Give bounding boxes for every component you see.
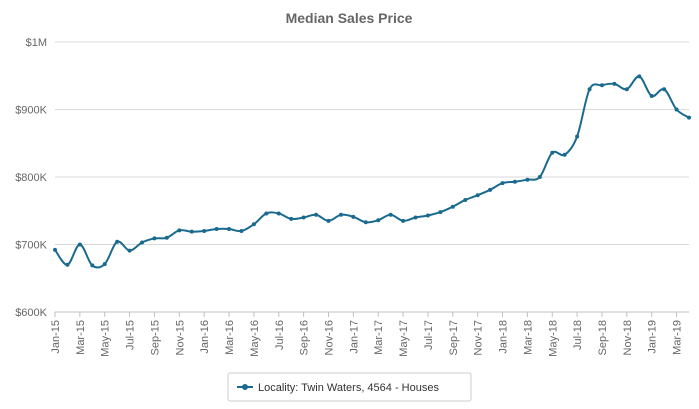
x-tick-label: Jan-17 [348,320,360,354]
data-point[interactable] [239,229,244,233]
data-point[interactable] [450,204,455,209]
data-point[interactable] [214,226,219,231]
y-tick-label: $700K [15,240,47,252]
legend-series-marker-icon [242,384,248,390]
y-axis-tick-labels: $600K $700K $800K $900K $1M [15,37,47,319]
data-point[interactable] [388,212,393,217]
data-point[interactable] [189,229,194,234]
x-tick-label: Jul-18 [572,320,584,350]
x-tick-label: Nov-18 [622,320,634,355]
data-point[interactable] [438,210,443,215]
data-point[interactable] [53,247,57,252]
x-tick-label: Jan-19 [647,320,659,354]
data-point[interactable] [90,263,95,268]
data-point[interactable] [140,240,145,245]
data-point[interactable] [575,134,580,139]
data-point[interactable] [537,175,542,179]
x-tick-label: Mar-18 [522,320,534,355]
x-tick-label: Jul-16 [274,320,286,350]
data-point[interactable] [475,193,480,198]
data-point[interactable] [425,213,430,218]
x-axis-tick-labels: Jan-15 Mar-15 May-15 Jul-15 Sep-15 Nov-15 Jan-… [50,320,684,357]
x-tick-label: Jul-17 [423,320,435,350]
data-point[interactable] [251,222,256,227]
legend-box [227,372,472,402]
x-tick-label: Nov-15 [174,320,186,355]
data-point[interactable] [326,218,331,223]
data-point[interactable] [512,179,517,184]
data-point[interactable] [351,214,356,219]
data-point[interactable] [264,211,269,216]
x-tick-label: May-16 [249,320,261,357]
data-point[interactable] [227,226,232,231]
data-point[interactable] [314,212,319,217]
data-point[interactable] [413,215,418,220]
data-point[interactable] [202,229,207,233]
data-point[interactable] [376,218,381,223]
data-point[interactable] [562,152,567,157]
y-tick-label: $800K [15,172,47,184]
data-point[interactable] [687,115,691,120]
x-tick-label: Mar-15 [75,320,87,355]
series-line [54,75,690,269]
data-point[interactable] [587,87,592,92]
data-point[interactable] [612,81,617,86]
x-tick-label: Nov-17 [473,320,485,355]
x-tick-label: Sep-15 [149,320,161,355]
x-tick-label: Jan-16 [199,320,211,354]
data-point[interactable] [488,187,493,192]
data-point[interactable] [338,212,343,217]
data-point[interactable] [65,262,70,267]
x-tick-label: Sep-18 [597,320,609,355]
legend[interactable]: Locality: Twin Waters, 4564 - Houses [227,372,472,402]
data-point[interactable] [363,220,368,225]
data-point[interactable] [637,74,642,79]
x-tick-label: Nov-16 [323,320,335,355]
x-tick-label: May-18 [547,320,559,357]
data-point[interactable] [164,235,169,240]
data-point[interactable] [463,197,468,202]
data-point[interactable] [674,107,679,112]
x-tick-label: Jan-18 [498,320,510,354]
chart-title: Median Sales Price [286,10,413,26]
data-point[interactable] [102,262,107,267]
data-point[interactable] [500,181,505,186]
data-point[interactable] [599,83,604,88]
x-tick-label: Jan-15 [50,320,62,354]
y-tick-label: $1M [26,37,47,49]
data-point[interactable] [152,236,157,241]
y-tick-label: $900K [15,105,47,117]
x-tick-label: Mar-16 [224,320,236,355]
series-lines [54,75,690,269]
x-tick-label: Sep-17 [448,320,460,355]
data-point[interactable] [115,239,120,244]
data-point[interactable] [550,150,555,155]
data-point[interactable] [624,87,629,92]
data-point[interactable] [77,242,82,247]
grid-lines [54,41,689,317]
data-point[interactable] [662,87,667,92]
x-tick-label: May-15 [100,320,112,357]
data-point[interactable] [401,218,406,223]
data-point[interactable] [289,216,294,221]
data-point[interactable] [525,177,530,182]
data-point[interactable] [127,248,132,253]
data-point[interactable] [301,215,306,220]
data-point[interactable] [177,228,182,233]
data-point[interactable] [276,211,281,216]
legend-series-label[interactable]: Locality: Twin Waters, 4564 - Houses [258,382,439,394]
x-tick-label: Jul-15 [125,320,137,350]
x-tick-label: Mar-17 [373,320,385,355]
y-tick-label: $600K [15,307,47,319]
x-tick-label: May-17 [398,320,410,357]
x-tick-label: Sep-16 [299,320,311,355]
x-tick-label: Mar-19 [672,320,684,355]
data-point[interactable] [649,94,654,98]
series-points[interactable] [53,74,691,268]
